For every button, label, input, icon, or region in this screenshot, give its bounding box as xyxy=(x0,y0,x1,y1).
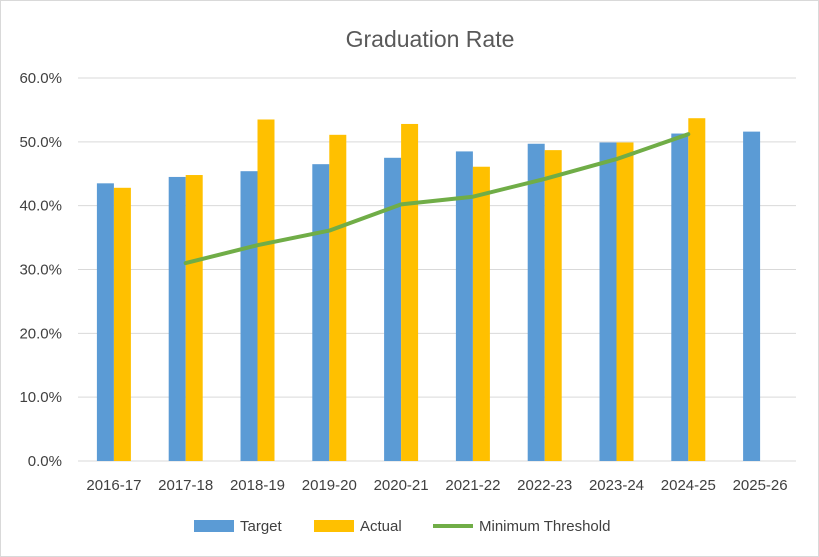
legend-label: Minimum Threshold xyxy=(479,518,610,535)
bar-target xyxy=(96,183,114,461)
x-tick-label: 2021-22 xyxy=(445,477,500,494)
bar-target xyxy=(599,142,617,461)
y-tick-label: 60.0% xyxy=(19,70,62,87)
y-tick-label: 20.0% xyxy=(19,325,62,342)
bar-target xyxy=(168,176,186,462)
bar-target xyxy=(743,131,761,461)
legend-swatch xyxy=(194,520,234,532)
x-tick-label: 2016-17 xyxy=(86,477,141,494)
x-tick-label: 2025-26 xyxy=(733,477,788,494)
x-axis-labels: 2016-17 2017-18 2018-19 2019-20 2020-21 2021-… xyxy=(86,477,787,494)
legend-label: Target xyxy=(240,518,283,535)
x-tick-label: 2024-25 xyxy=(661,477,716,494)
bar-target xyxy=(384,157,402,461)
bar-target xyxy=(671,133,689,461)
bar-actual xyxy=(329,134,347,462)
legend-swatch xyxy=(314,520,354,532)
x-tick-label: 2020-21 xyxy=(374,477,429,494)
threshold-line xyxy=(183,132,691,266)
bar-actual xyxy=(616,142,634,461)
x-tick-label: 2017-18 xyxy=(158,477,213,494)
bar-target xyxy=(240,171,258,462)
y-tick-label: 0.0% xyxy=(28,453,62,470)
bar-actual xyxy=(185,175,203,461)
bar-target xyxy=(527,143,545,461)
bar-actual xyxy=(472,166,490,461)
y-tick-label: 10.0% xyxy=(19,389,62,406)
x-tick-label: 2019-20 xyxy=(302,477,357,494)
bar-target xyxy=(455,151,473,462)
legend: Target Actual Minimum Threshold xyxy=(194,518,610,535)
bars xyxy=(96,118,761,462)
y-tick-label: 40.0% xyxy=(19,198,62,215)
x-tick-label: 2022-23 xyxy=(517,477,572,494)
line-minimum-threshold xyxy=(183,132,691,266)
chart-title: Graduation Rate xyxy=(346,26,515,52)
bar-target xyxy=(312,164,330,462)
bar-actual xyxy=(544,150,562,462)
legend-label: Actual xyxy=(360,518,402,535)
bar-actual xyxy=(113,187,131,461)
y-axis-labels: 0.0% 10.0% 20.0% 30.0% 40.0% 50.0% 60.0% xyxy=(19,70,62,470)
y-tick-label: 30.0% xyxy=(19,262,62,279)
bar-actual xyxy=(401,123,419,462)
bar-actual xyxy=(688,118,706,461)
x-tick-label: 2023-24 xyxy=(589,477,644,494)
y-tick-label: 50.0% xyxy=(19,134,62,151)
x-tick-label: 2018-19 xyxy=(230,477,285,494)
bar-actual xyxy=(257,119,275,461)
